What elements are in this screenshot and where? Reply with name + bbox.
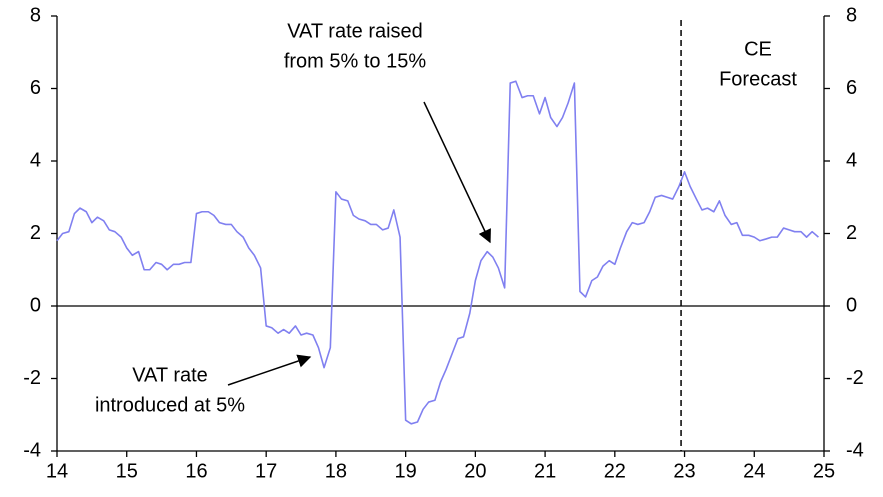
annotation: from 5% to 15% (284, 50, 427, 72)
y-tick-label: -2 (23, 367, 41, 389)
data-line (56, 80, 819, 425)
annotation: introduced at 5% (95, 394, 245, 416)
y2-tick-label: -4 (846, 439, 864, 461)
x-tick-label: 17 (255, 460, 277, 482)
x-tick-label: 15 (116, 460, 138, 482)
annotation: CE (744, 38, 772, 60)
y-tick-label: 6 (30, 77, 41, 99)
x-tick-label: 19 (395, 460, 417, 482)
y2-tick-label: 2 (846, 222, 857, 244)
y2-tick-label: 0 (846, 294, 857, 316)
y2-tick-label: 4 (846, 149, 857, 171)
x-tick-label: 24 (743, 460, 765, 482)
y2-tick-label: -2 (846, 367, 864, 389)
y-tick-label: -4 (23, 439, 41, 461)
y-tick-label: 8 (30, 4, 41, 26)
annotation: VAT rate raised (287, 20, 423, 42)
x-tick-label: 16 (185, 460, 207, 482)
y2-tick-label: 6 (846, 77, 857, 99)
annotation: Forecast (719, 68, 797, 90)
arrow (227, 354, 312, 386)
arrow (423, 101, 491, 244)
y-tick-label: 0 (30, 294, 41, 316)
y2-tick-label: 8 (846, 4, 857, 26)
x-tick-label: 22 (604, 460, 626, 482)
annotation: VAT rate (132, 364, 208, 386)
x-tick-label: 18 (325, 460, 347, 482)
x-tick-label: 21 (534, 460, 556, 482)
y-tick-label: 2 (30, 222, 41, 244)
y-tick-label: 4 (30, 149, 41, 171)
x-tick-label: 23 (673, 460, 695, 482)
x-tick-label: 20 (464, 460, 486, 482)
x-tick-label: 25 (813, 460, 835, 482)
x-tick-label: 14 (46, 460, 68, 482)
